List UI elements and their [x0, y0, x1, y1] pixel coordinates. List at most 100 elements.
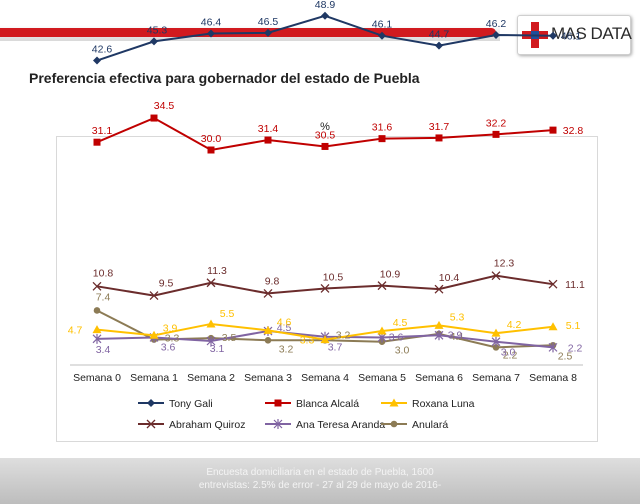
data-label: 3.2	[279, 343, 294, 355]
x-tick-label: Semana 1	[130, 372, 178, 384]
data-point	[492, 30, 500, 39]
data-point	[263, 288, 273, 298]
data-label: 31.7	[429, 121, 450, 133]
data-label: 48.9	[315, 0, 336, 11]
data-point	[93, 307, 101, 314]
data-point	[377, 326, 387, 335]
x-tick-label: Semana 5	[358, 372, 406, 384]
data-label: 3.5	[222, 332, 237, 344]
data-point	[92, 333, 102, 344]
data-label: 31.6	[372, 122, 393, 134]
data-label: 3.1	[210, 343, 225, 355]
data-point	[206, 335, 216, 346]
data-label: 4.1	[450, 331, 465, 343]
data-label: 44.7	[429, 29, 450, 41]
data-label: 46.1	[372, 19, 393, 31]
data-point	[491, 336, 501, 347]
data-point	[321, 11, 329, 20]
footer-band	[0, 458, 640, 504]
data-label: 5.3	[450, 311, 465, 323]
data-point	[93, 56, 101, 65]
logo-text: MAS DATA	[551, 24, 632, 43]
x-tick-label: Semana 6	[415, 372, 463, 384]
data-point	[320, 335, 330, 344]
data-label: 10.5	[323, 271, 344, 283]
chart-title: %	[320, 121, 330, 133]
data-point	[549, 31, 557, 40]
data-label: 32.2	[486, 117, 507, 129]
data-point	[548, 342, 558, 353]
data-point	[206, 278, 216, 288]
data-label: 9.5	[159, 278, 174, 290]
data-label: 45.3	[147, 24, 168, 36]
data-point	[321, 142, 329, 150]
data-point	[207, 146, 215, 154]
data-label: 3.7	[328, 342, 343, 354]
data-point	[389, 398, 399, 407]
data-point	[434, 330, 444, 341]
data-label: 46.4	[201, 17, 222, 29]
data-point	[264, 136, 272, 144]
data-label: 3.2	[336, 329, 351, 341]
data-point	[92, 281, 102, 291]
data-label: 31.4	[258, 123, 279, 135]
data-label: 2.5	[558, 350, 573, 362]
legend-label: Abraham Quiroz	[169, 419, 245, 431]
data-point	[491, 328, 501, 337]
data-point	[492, 130, 500, 138]
data-point	[435, 134, 443, 142]
data-point	[206, 319, 216, 328]
data-point	[263, 325, 273, 334]
data-label: 31.1	[92, 125, 113, 137]
data-point	[549, 126, 557, 134]
data-point	[491, 271, 501, 281]
data-point	[149, 291, 159, 301]
data-label: 30.0	[201, 133, 222, 145]
data-label: 3.0	[501, 347, 516, 359]
data-point	[378, 135, 386, 143]
legend-label: Blanca Alcalá	[296, 398, 359, 410]
data-label: 10.9	[380, 269, 401, 281]
legend-label: Ana Teresa Aranda	[296, 419, 385, 431]
data-label: 2.2	[503, 349, 518, 361]
data-point	[207, 29, 215, 38]
legend-label: Roxana Luna	[412, 398, 475, 410]
data-point	[264, 28, 272, 37]
data-point	[435, 41, 443, 50]
data-label: 3.0	[395, 345, 410, 357]
x-tick-label: Semana 2	[187, 372, 235, 384]
data-label: 46.1	[561, 31, 582, 43]
data-point	[378, 31, 386, 40]
data-point	[92, 325, 102, 334]
data-label: 3.3	[300, 335, 315, 347]
data-label: 5.5	[220, 308, 235, 320]
x-tick-label: Semana 3	[244, 372, 292, 384]
data-label: 4.5	[277, 322, 292, 334]
data-label: 11.1	[565, 279, 585, 291]
footer-line-2: entrevistas: 2.5% de error - 27 al 29 de…	[198, 480, 442, 491]
data-label: 42.6	[92, 44, 113, 56]
data-label: 30.5	[315, 129, 336, 141]
data-label: 3.6	[161, 341, 176, 353]
data-point	[434, 320, 444, 329]
data-label: 4.6	[277, 316, 292, 328]
data-label: 10.8	[93, 267, 114, 279]
data-label: 11.3	[207, 265, 227, 277]
data-label: 7.4	[96, 291, 111, 303]
footer-note: Encuesta domiciliaria en el estado de Pu…	[0, 466, 640, 492]
data-label: 3.3	[165, 333, 180, 345]
series-line	[96, 14, 554, 62]
data-point	[548, 279, 558, 289]
data-label: 34.5	[154, 100, 175, 112]
legend-label: Anulará	[412, 419, 448, 431]
data-label: 32.8	[563, 125, 584, 137]
data-label: 10.4	[439, 272, 460, 284]
data-label: 12.3	[494, 258, 515, 270]
footer-line-1: Encuesta domiciliaria en el estado de Pu…	[206, 467, 434, 478]
data-point	[274, 399, 282, 407]
data-point	[320, 283, 330, 293]
data-label: 2.2	[568, 342, 583, 354]
data-label: 5.1	[566, 320, 581, 332]
